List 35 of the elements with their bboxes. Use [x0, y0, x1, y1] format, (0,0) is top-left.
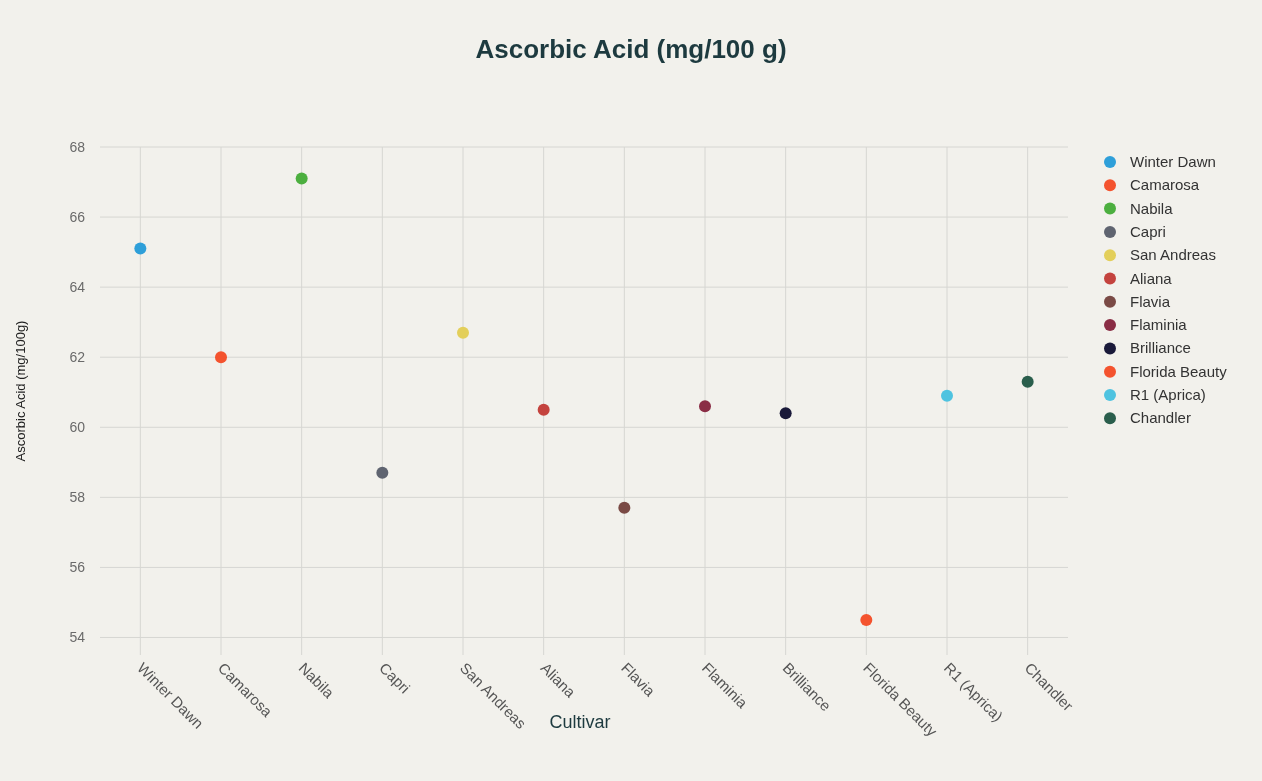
- legend-label: Florida Beauty: [1130, 362, 1228, 380]
- y-tick-label: 62: [69, 349, 86, 366]
- point: [618, 501, 631, 514]
- legend-label: Aliana: [1130, 269, 1173, 287]
- x-axis-title: Cultivar: [549, 712, 611, 732]
- point: [295, 172, 308, 185]
- y-tick-label: 64: [69, 279, 86, 296]
- point: [457, 326, 469, 339]
- legend-label: Chandler: [1130, 409, 1191, 427]
- point: [376, 466, 389, 479]
- legend-label: Winter Dawn: [1130, 153, 1216, 170]
- chart-title: Ascorbic Acid (mg/100 g): [475, 34, 787, 64]
- y-tick-label: 60: [69, 419, 86, 436]
- y-tick-label: 58: [69, 489, 86, 506]
- legend-label: R1 (Aprica): [1130, 386, 1206, 403]
- y-tick-label: 56: [69, 559, 86, 576]
- point: [134, 242, 147, 255]
- y-tick-label: 66: [69, 209, 86, 226]
- point: [779, 407, 792, 420]
- legend-label: Nabila: [1130, 199, 1174, 217]
- point: [941, 389, 953, 402]
- legend-label: Capri: [1130, 222, 1166, 240]
- y-tick-label: 54: [69, 629, 86, 646]
- point: [699, 400, 711, 413]
- legend-label: Flavia: [1130, 292, 1171, 310]
- point: [215, 351, 227, 364]
- point: [860, 613, 873, 626]
- y-tick-label: 68: [69, 139, 86, 155]
- legend-label: Brilliance: [1130, 339, 1191, 357]
- point: [1021, 375, 1034, 388]
- legend-label: Flaminia: [1130, 316, 1188, 334]
- legend-label: San Andreas: [1130, 246, 1216, 264]
- point: [537, 403, 550, 416]
- y-axis-title: Ascorbic Acid (mg/100g): [13, 320, 28, 462]
- legend-label: Camarosa: [1130, 176, 1200, 194]
